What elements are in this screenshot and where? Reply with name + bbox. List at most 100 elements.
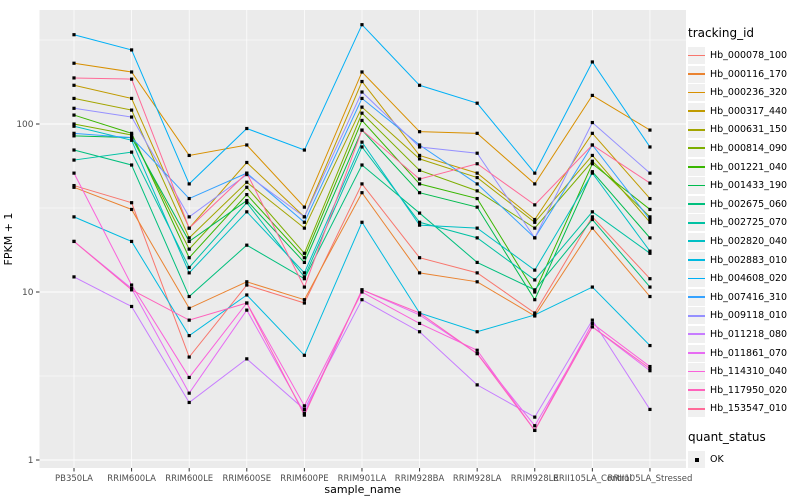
data-point — [302, 260, 306, 265]
data-point — [475, 162, 479, 166]
data-point — [187, 271, 191, 275]
legend-item-label: Hb_007416_310 — [710, 291, 788, 303]
data-point — [187, 265, 191, 270]
legend-item: Hb_000236_320 — [688, 84, 800, 102]
data-point — [533, 428, 537, 433]
data-point — [417, 177, 422, 181]
data-point — [590, 93, 594, 97]
data-point — [245, 185, 249, 189]
data-point — [187, 196, 191, 201]
data-point — [302, 275, 306, 279]
data-point — [360, 288, 364, 292]
data-point — [648, 369, 652, 373]
legend-tracking-items: Hb_000078_100 Hb_000116_170 Hb_000236_320 H… — [688, 47, 800, 418]
data-point — [360, 111, 364, 115]
legend-item-label: Hb_004608_020 — [710, 273, 788, 285]
data-point — [590, 153, 594, 158]
data-point — [648, 285, 652, 289]
data-point — [417, 330, 422, 334]
legend-key-line-icon — [688, 363, 705, 381]
data-point — [129, 108, 134, 112]
data-point — [187, 375, 191, 380]
data-point — [533, 217, 537, 222]
data-point — [360, 145, 364, 149]
data-point — [475, 196, 479, 201]
data-point — [302, 226, 306, 230]
legend-key-line-icon — [688, 158, 705, 176]
legend-item-label: Hb_009118_010 — [710, 310, 788, 322]
data-point — [648, 366, 652, 371]
legend-key-line-icon — [688, 102, 705, 120]
legend-item-label: Hb_117950_020 — [710, 384, 788, 396]
data-point — [302, 251, 306, 255]
data-point — [245, 308, 249, 312]
data-point — [72, 124, 76, 128]
data-point — [129, 304, 134, 309]
data-point — [129, 96, 134, 101]
data-point — [475, 260, 479, 265]
data-point — [360, 191, 364, 195]
data-point — [417, 130, 422, 134]
data-point — [245, 171, 249, 175]
legend-item: Hb_153547_010 — [688, 400, 800, 418]
legend-item-label: Hb_002820_040 — [710, 235, 788, 247]
legend: tracking_id Hb_000078_100 Hb_000116_170 Hb… — [688, 26, 800, 470]
data-point — [648, 128, 652, 132]
legend-item: Hb_000078_100 — [688, 47, 800, 64]
legend-item: Hb_000317_440 — [688, 102, 800, 120]
data-point — [245, 280, 249, 284]
data-point — [302, 220, 306, 224]
legend-item: Hb_114310_040 — [688, 363, 800, 381]
data-point — [475, 101, 479, 105]
y-tick-label: 100 — [16, 120, 33, 130]
y-tick-label: 10 — [22, 288, 34, 298]
legend-key-line-icon — [688, 214, 705, 232]
x-tick-label: RRIM928BA — [395, 474, 445, 484]
legend-item: Hb_004608_020 — [688, 270, 800, 288]
x-tick-label: RRIM600SE — [222, 474, 271, 484]
data-point — [590, 226, 594, 230]
data-point — [648, 364, 652, 369]
data-point — [129, 239, 134, 244]
data-point — [475, 330, 479, 334]
legend-item-label: Hb_000814_090 — [710, 142, 788, 154]
y-axis-title: FPKM + 1 — [2, 213, 15, 266]
data-point — [360, 163, 364, 167]
data-point — [187, 153, 191, 158]
data-point — [302, 404, 306, 408]
legend-key-line-icon — [688, 47, 705, 64]
data-point — [417, 271, 422, 275]
legend-item: Hb_002725_070 — [688, 214, 800, 232]
data-point — [417, 223, 422, 227]
data-point — [245, 126, 249, 131]
data-point — [417, 220, 422, 224]
legend-item-label: Hb_002725_070 — [710, 217, 788, 229]
data-point — [417, 191, 422, 195]
data-point — [648, 343, 652, 348]
data-point — [475, 280, 479, 284]
legend-item-label: Hb_002883_010 — [710, 254, 788, 266]
data-point — [648, 220, 652, 224]
legend-item-label: Hb_001433_190 — [710, 180, 788, 192]
data-point — [302, 407, 306, 412]
data-point — [72, 239, 76, 244]
data-point — [245, 283, 249, 287]
data-point — [72, 183, 76, 188]
data-point — [302, 285, 306, 289]
data-point — [648, 407, 652, 412]
data-point — [302, 413, 306, 417]
data-point — [129, 283, 134, 287]
data-point — [533, 424, 537, 428]
legend-key-line-icon — [688, 177, 705, 195]
data-point — [245, 192, 249, 197]
legend-key-line-icon — [688, 232, 705, 250]
legend-key-line-icon — [688, 381, 705, 399]
data-point — [72, 96, 76, 101]
data-point — [590, 285, 594, 289]
data-point — [187, 247, 191, 251]
data-point — [360, 79, 364, 84]
legend-key-line-icon — [688, 270, 705, 288]
data-point — [72, 61, 76, 65]
legend-item-label: Hb_000317_440 — [710, 105, 788, 117]
data-point — [187, 400, 191, 405]
